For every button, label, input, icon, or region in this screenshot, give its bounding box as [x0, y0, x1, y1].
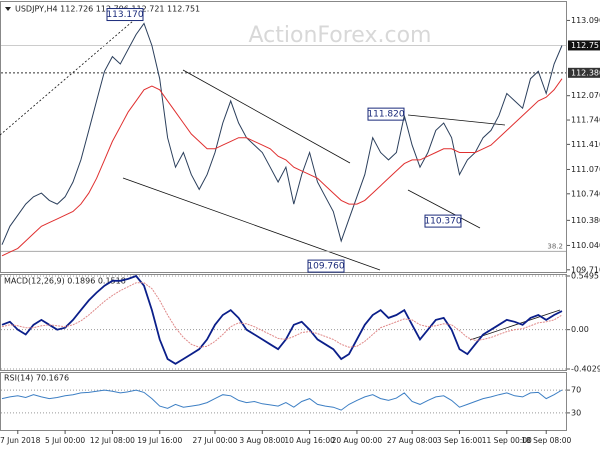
- x-tick-label: 27 Jun 2018: [0, 436, 41, 445]
- y-tick-label: -0.4029: [571, 365, 600, 374]
- annotation: 110.370: [424, 217, 461, 227]
- annotation: 113.170: [106, 10, 143, 20]
- annotation-box: [307, 259, 345, 273]
- macd-panel: [0, 274, 567, 371]
- series-line: [1, 389, 563, 411]
- x-tick-label: 12 Jul 08:00: [90, 436, 135, 445]
- y-tick-label: 111.410: [571, 140, 600, 149]
- x-tick-label: 3 Sep 16:00: [437, 436, 483, 445]
- x-tick-label: 5 Jul 00:00: [45, 436, 85, 445]
- trendlines: [0, 14, 561, 341]
- y-tick-label: 109.710: [571, 265, 600, 274]
- y-tick-label: 111.740: [571, 116, 600, 125]
- series-line: [1, 274, 563, 365]
- fib-label: 38.2: [547, 242, 563, 250]
- series-line: [1, 282, 563, 348]
- x-tick-label: 3 Aug 08:00: [239, 436, 285, 445]
- macd-title: MACD(12,26,9) 0.1896 0.1518: [4, 277, 126, 286]
- y-tick-label: 111.070: [571, 165, 600, 174]
- y-tick-label: 110.740: [571, 189, 600, 198]
- y-tick-label: 112.070: [571, 91, 600, 100]
- annotation: 109.760: [307, 262, 344, 272]
- series-line: [1, 78, 563, 257]
- rsi-title: RSI(14) 70.1676: [4, 374, 69, 383]
- price-label: 112.751: [571, 41, 600, 50]
- dropdown-icon: [5, 7, 11, 11]
- price-box: [568, 40, 600, 51]
- annotation-box: [106, 8, 144, 22]
- x-tick-label: 27 Aug 08:00: [387, 436, 438, 445]
- level-box: [568, 67, 600, 78]
- annotation: 111.820: [367, 110, 404, 120]
- series-line: [1, 22, 563, 245]
- y-tick-label: 110.380: [571, 216, 600, 225]
- y-tick-label: 110.040: [571, 241, 600, 250]
- y-tick-label: 70: [571, 386, 581, 395]
- price-panel: [0, 1, 567, 273]
- annotation-box: [367, 107, 405, 121]
- x-tick-label: 18 Sep 08:00: [521, 436, 571, 445]
- x-tick-label: 27 Jul 00:00: [192, 436, 237, 445]
- y-tick-label: 0.00: [571, 325, 589, 334]
- level-label: 112.380: [571, 68, 600, 77]
- annotation-box: [424, 214, 462, 228]
- x-tick-label: 11 Sep 00:00: [482, 436, 532, 445]
- x-tick-label: 20 Aug 00:00: [332, 436, 383, 445]
- y-tick-label: 0.5495: [571, 272, 599, 281]
- x-tick-label: 10 Aug 16:00: [284, 436, 335, 445]
- watermark: ActionForex.com: [249, 23, 432, 48]
- x-tick-label: 19 Jul 16:00: [137, 436, 182, 445]
- y-tick-label: 30: [571, 408, 581, 417]
- y-tick-label: 113.090: [571, 16, 600, 25]
- rsi-panel: [0, 372, 567, 431]
